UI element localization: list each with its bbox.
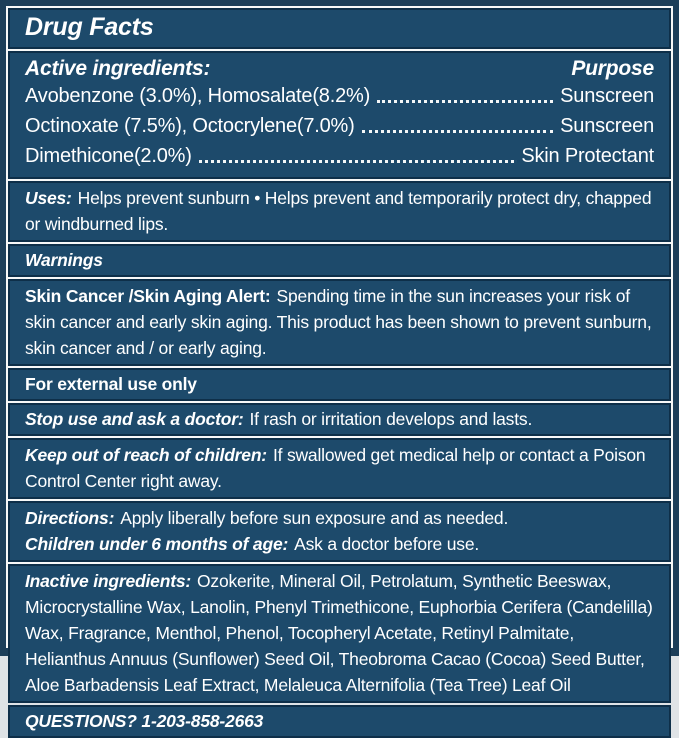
skin-alert-section: Skin Cancer /Skin Aging Alert: Spending t… (8, 279, 671, 366)
stop-use-body: If rash or irritation develops and lasts… (249, 409, 533, 429)
active-ingredients-section: Active ingredients: Purpose Avobenzone (… (8, 51, 671, 179)
skin-alert-label: Skin Cancer /Skin Aging Alert: (25, 286, 271, 306)
warnings-section: Warnings (8, 244, 671, 277)
drug-facts-title-section: Drug Facts (8, 8, 671, 49)
inactive-ingredients-text: Inactive ingredients: Ozokerite, Mineral … (25, 568, 654, 698)
warnings-heading: Warnings (25, 250, 103, 270)
directions-text: Directions: Apply liberally before sun ex… (25, 505, 654, 531)
uses-section: Uses: Helps prevent sunburn • Helps preve… (8, 181, 671, 242)
skin-alert-text: Skin Cancer /Skin Aging Alert: Spending t… (25, 283, 654, 361)
stop-use-label: Stop use and ask a doctor: (25, 409, 244, 429)
ingredient-row: Dimethicone(2.0%) Skin Protectant (25, 141, 654, 171)
dotted-leader (198, 160, 515, 163)
dotted-leader (361, 130, 554, 133)
questions-label: QUESTIONS? 1-203-858-2663 (25, 711, 264, 731)
ingredient-purpose: Sunscreen (560, 115, 654, 137)
stop-use-text: Stop use and ask a doctor: If rash or irr… (25, 406, 654, 432)
ingredient-purpose: Sunscreen (560, 85, 654, 107)
uses-text: Uses: Helps prevent sunburn • Helps preve… (25, 185, 654, 237)
keep-out-text: Keep out of reach of children: If swallow… (25, 442, 654, 494)
label-panels: Drug Facts Active ingredients: Purpose A… (6, 6, 673, 738)
questions-section: QUESTIONS? 1-203-858-2663 (8, 705, 671, 738)
children-text: Children under 6 months of age: Ask a doc… (25, 531, 654, 557)
keep-out-section: Keep out of reach of children: If swallow… (8, 438, 671, 499)
active-ingredients-heading: Active ingredients: (25, 57, 211, 80)
inactive-ingredients-section: Inactive ingredients: Ozokerite, Mineral … (8, 564, 671, 703)
purpose-heading: Purpose (571, 57, 654, 80)
dotted-leader (377, 100, 554, 103)
ingredient-row: Octinoxate (7.5%), Octocrylene(7.0%) Sun… (25, 111, 654, 141)
external-use-section: For external use only (8, 368, 671, 401)
ingredient-row: Avobenzone (3.0%), Homosalate(8.2%) Suns… (25, 81, 654, 111)
ingredient-name: Avobenzone (3.0%), Homosalate(8.2%) (25, 85, 371, 107)
drug-facts-title: Drug Facts (25, 13, 154, 41)
stop-use-section: Stop use and ask a doctor: If rash or irr… (8, 403, 671, 436)
skin-alert-body: Spending time in the sun increases your … (25, 286, 652, 358)
keep-out-body: If swallowed get medical help or contact… (25, 445, 646, 491)
uses-label: Uses: (25, 188, 72, 208)
external-use-label: For external use only (25, 374, 197, 394)
directions-body: Apply liberally before sun exposure and … (120, 508, 509, 528)
children-label: Children under 6 months of age: (25, 534, 289, 554)
keep-out-label: Keep out of reach of children: (25, 445, 267, 465)
children-body: Ask a doctor before use. (294, 534, 480, 554)
active-ingredients-header: Active ingredients: Purpose (25, 57, 654, 81)
ingredient-purpose: Skin Protectant (521, 145, 654, 167)
uses-body: Helps prevent sunburn • Helps prevent an… (25, 188, 652, 234)
ingredient-name: Dimethicone(2.0%) (25, 145, 192, 167)
inactive-ingredients-label: Inactive ingredients: (25, 571, 191, 591)
directions-label: Directions: (25, 508, 115, 528)
directions-section: Directions: Apply liberally before sun ex… (8, 501, 671, 562)
ingredient-name: Octinoxate (7.5%), Octocrylene(7.0%) (25, 115, 355, 137)
